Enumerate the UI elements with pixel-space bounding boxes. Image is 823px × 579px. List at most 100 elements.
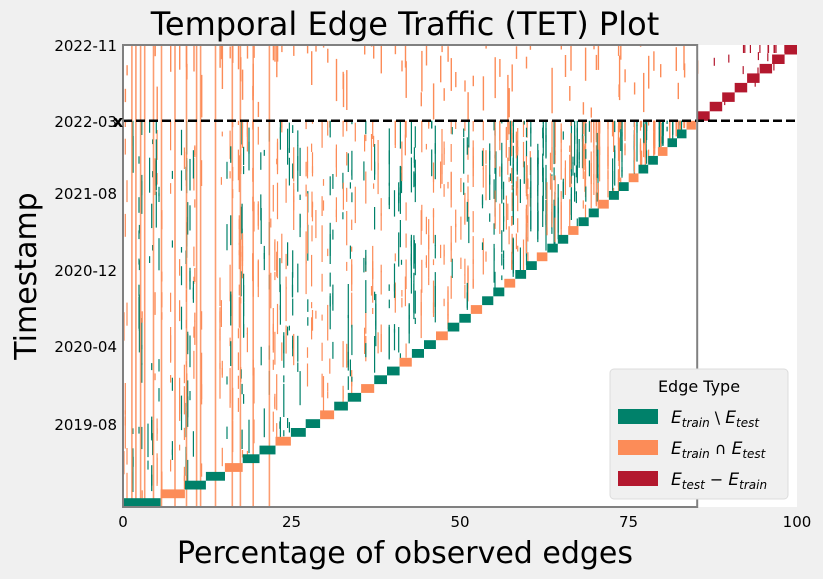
traffic-mark xyxy=(499,59,501,77)
traffic-mark xyxy=(346,211,348,246)
traffic-mark xyxy=(158,388,160,402)
traffic-mark xyxy=(351,120,353,125)
traffic-mark xyxy=(237,397,239,412)
traffic-mark xyxy=(482,120,484,141)
traffic-mark xyxy=(614,145,616,159)
traffic-mark xyxy=(574,172,576,195)
traffic-mark xyxy=(590,178,592,209)
traffic-mark xyxy=(523,120,525,125)
traffic-mark xyxy=(542,132,544,148)
traffic-mark xyxy=(270,272,272,309)
traffic-mark xyxy=(658,120,660,130)
traffic-mark xyxy=(493,179,495,199)
traffic-mark xyxy=(400,259,403,265)
traffic-mark xyxy=(585,123,587,144)
traffic-mark xyxy=(398,327,400,353)
traffic-mark xyxy=(578,139,580,160)
traffic-mark xyxy=(509,173,512,181)
traffic-mark xyxy=(276,45,279,62)
traffic-mark xyxy=(584,161,587,180)
traffic-mark xyxy=(526,215,528,223)
traffic-mark xyxy=(293,182,295,211)
traffic-mark xyxy=(742,45,745,53)
traffic-mark xyxy=(511,185,513,191)
traffic-mark xyxy=(179,45,181,70)
traffic-mark xyxy=(307,299,309,312)
traffic-mark xyxy=(365,343,367,358)
traffic-mark xyxy=(420,302,422,339)
traffic-mark xyxy=(373,183,375,189)
traffic-mark xyxy=(293,147,295,182)
traffic-mark xyxy=(306,160,309,171)
x-tick-label: 25 xyxy=(282,513,301,531)
traffic-mark xyxy=(151,203,153,229)
traffic-mark xyxy=(588,120,590,132)
traffic-mark xyxy=(285,253,287,270)
traffic-mark xyxy=(597,164,599,198)
diagonal-step xyxy=(526,261,537,270)
traffic-mark xyxy=(489,213,491,222)
traffic-mark xyxy=(154,373,156,381)
traffic-mark xyxy=(515,181,517,196)
traffic-mark xyxy=(554,120,556,148)
diagonal-step xyxy=(320,410,335,420)
traffic-mark xyxy=(171,170,173,179)
traffic-mark xyxy=(599,120,601,155)
traffic-mark xyxy=(493,243,495,261)
traffic-mark xyxy=(293,196,295,230)
legend-label: Etrain \ Etest xyxy=(671,408,760,430)
traffic-mark xyxy=(315,210,317,239)
traffic-mark xyxy=(170,335,172,361)
traffic-mark xyxy=(447,181,449,189)
traffic-mark xyxy=(525,140,528,157)
traffic-mark xyxy=(388,327,390,360)
traffic-mark xyxy=(230,341,232,366)
traffic-mark xyxy=(545,135,547,157)
traffic-mark xyxy=(472,236,474,264)
diagonal-step xyxy=(160,489,185,499)
traffic-mark xyxy=(611,120,614,132)
traffic-mark xyxy=(248,419,250,454)
traffic-mark xyxy=(365,120,367,135)
y-axis-ticks: 2019-08 2020-04 2020-12 2021-08 2022-03 2022-… xyxy=(54,37,117,434)
traffic-mark xyxy=(574,135,576,166)
traffic-mark xyxy=(432,210,435,244)
traffic-mark xyxy=(156,130,158,160)
traffic-mark xyxy=(342,120,344,123)
traffic-mark xyxy=(230,215,232,246)
traffic-mark xyxy=(375,303,377,326)
traffic-mark xyxy=(530,189,532,199)
traffic-mark xyxy=(292,250,294,278)
traffic-mark xyxy=(472,211,474,233)
diagonal-step xyxy=(399,357,412,367)
traffic-mark xyxy=(365,280,367,313)
traffic-mark xyxy=(646,150,648,164)
traffic-mark xyxy=(399,165,401,196)
traffic-mark xyxy=(633,133,636,162)
traffic-mark xyxy=(346,343,348,368)
traffic-mark xyxy=(365,311,367,334)
traffic-mark xyxy=(569,154,571,188)
traffic-mark xyxy=(183,466,185,481)
traffic-mark xyxy=(299,194,301,200)
traffic-mark xyxy=(311,120,314,124)
diagonal-step xyxy=(578,217,589,227)
traffic-mark xyxy=(590,120,592,143)
traffic-mark xyxy=(192,150,194,179)
diagonal-step xyxy=(290,428,306,437)
traffic-mark xyxy=(683,120,686,129)
traffic-mark xyxy=(614,120,616,133)
traffic-mark xyxy=(158,359,160,372)
traffic-mark xyxy=(327,248,329,257)
traffic-mark xyxy=(151,363,153,371)
traffic-mark xyxy=(276,182,279,220)
traffic-mark xyxy=(388,197,390,206)
traffic-mark xyxy=(372,261,374,279)
traffic-mark xyxy=(551,120,553,147)
traffic-mark xyxy=(394,120,396,148)
traffic-mark xyxy=(639,142,642,167)
traffic-mark xyxy=(620,45,622,60)
traffic-mark xyxy=(306,45,309,54)
traffic-mark xyxy=(287,326,289,336)
traffic-mark xyxy=(509,140,512,166)
